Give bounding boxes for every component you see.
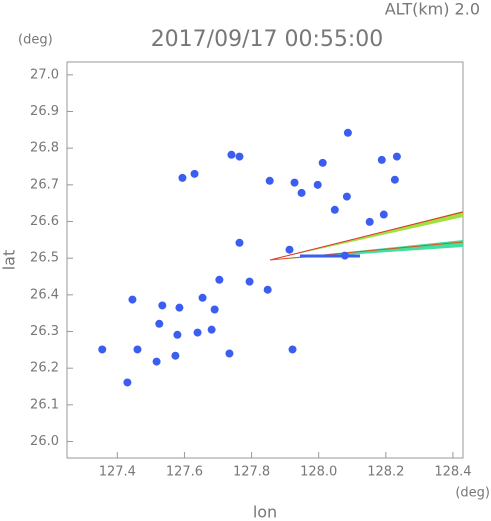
echo bbox=[392, 152, 401, 161]
y-tick-label: 26.3 bbox=[30, 324, 59, 339]
x-tick-label: 128.4 bbox=[434, 465, 471, 480]
echo bbox=[128, 295, 137, 304]
echo bbox=[245, 277, 254, 286]
radar-rays bbox=[269, 211, 464, 261]
y-tick-label: 26.5 bbox=[30, 251, 59, 266]
echo bbox=[318, 158, 327, 167]
echo bbox=[207, 325, 216, 334]
echo bbox=[225, 349, 234, 358]
echo bbox=[288, 345, 297, 354]
chart-title: 2017/09/17 00:55:00 bbox=[151, 27, 384, 52]
echo bbox=[215, 275, 224, 284]
echo bbox=[330, 205, 339, 214]
echo bbox=[198, 293, 207, 302]
echo bbox=[313, 180, 322, 189]
x-tick-label: 128.2 bbox=[367, 465, 404, 480]
y-tick-label: 26.0 bbox=[30, 434, 59, 449]
echo bbox=[152, 357, 161, 366]
y-axis-label: lat bbox=[0, 250, 19, 271]
echo bbox=[175, 303, 184, 312]
echo bbox=[235, 152, 244, 161]
y-tick-label: 26.4 bbox=[30, 287, 59, 302]
plot-frame bbox=[66, 61, 464, 459]
y-tick-label: 26.1 bbox=[30, 397, 59, 412]
y-tick-label: 26.6 bbox=[30, 214, 59, 229]
echo bbox=[235, 238, 244, 247]
echo bbox=[265, 176, 274, 185]
y-tick-label: 26.8 bbox=[30, 141, 59, 156]
echo bbox=[98, 345, 107, 354]
ray bbox=[269, 241, 464, 261]
echo bbox=[171, 351, 180, 360]
echo bbox=[290, 178, 299, 187]
y-tick-label: 27.0 bbox=[30, 67, 59, 82]
echo bbox=[342, 192, 351, 201]
x-tick-label: 127.4 bbox=[99, 465, 136, 480]
y-tick-label: 26.2 bbox=[30, 361, 59, 376]
echo bbox=[365, 217, 374, 226]
echo bbox=[297, 188, 306, 197]
echo bbox=[343, 128, 352, 137]
echo bbox=[210, 305, 219, 314]
echo bbox=[377, 155, 386, 164]
echo bbox=[263, 285, 272, 294]
x-tick-label: 127.8 bbox=[233, 465, 270, 480]
echo bbox=[390, 175, 399, 184]
echo bbox=[155, 319, 164, 328]
echo bbox=[190, 169, 199, 178]
x-axis-label: lon bbox=[253, 503, 277, 521]
y-tick-label: 26.7 bbox=[30, 177, 59, 192]
echo bbox=[178, 173, 187, 182]
echo bbox=[379, 210, 388, 219]
echo bbox=[123, 378, 132, 387]
ray bbox=[269, 211, 464, 261]
echo bbox=[158, 301, 167, 310]
echo bbox=[193, 328, 202, 337]
echo bbox=[227, 150, 236, 159]
echo bbox=[340, 251, 349, 260]
y-unit: (deg) bbox=[18, 33, 53, 48]
echo bbox=[133, 345, 142, 354]
x-tick-label: 127.6 bbox=[166, 465, 203, 480]
y-tick-label: 26.9 bbox=[30, 104, 59, 119]
echo bbox=[173, 330, 182, 339]
echo bbox=[285, 245, 294, 254]
x-unit: (deg) bbox=[455, 486, 490, 501]
header: ALT(km) 2.0 bbox=[385, 0, 480, 19]
x-tick-label: 128.0 bbox=[300, 465, 337, 480]
